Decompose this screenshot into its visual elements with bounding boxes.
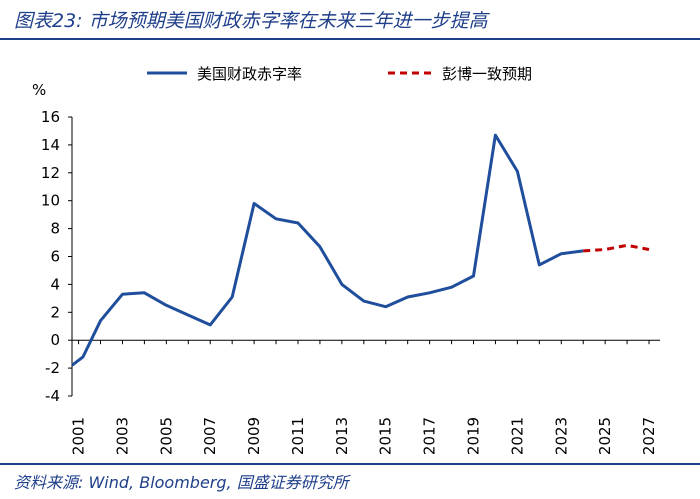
y-tick-label: 0 (50, 331, 60, 349)
x-tick-label: 2001 (70, 417, 88, 455)
x-tick-label: 2009 (245, 417, 263, 455)
x-tick-label: 2025 (596, 417, 614, 455)
y-tick-label: 8 (50, 220, 60, 238)
x-tick-label: 2013 (333, 417, 351, 455)
y-tick-label: 16 (41, 108, 60, 126)
x-tick-label: 2019 (465, 417, 483, 455)
x-tick-label: 2017 (421, 417, 439, 455)
y-tick-label: 2 (50, 303, 60, 321)
x-tick-label: 2015 (377, 417, 395, 455)
x-tick-label: 2005 (157, 417, 175, 455)
x-tick-label: 2007 (201, 417, 219, 455)
y-axis-unit-label: % (32, 81, 46, 99)
source-divider (0, 463, 700, 465)
y-tick-label: 4 (50, 275, 60, 293)
legend-label-0: 美国财政赤字率 (197, 65, 302, 83)
series-line-1 (583, 243, 650, 253)
y-tick-label: 14 (41, 136, 60, 154)
x-tick-label: 2011 (289, 417, 307, 455)
x-tick-label: 2021 (508, 417, 526, 455)
y-tick-label: -2 (45, 359, 60, 377)
y-tick-label: 12 (41, 164, 60, 182)
y-tick-label: -4 (45, 387, 60, 405)
chart-title: 图表23: 市场预期美国财政赤字率在未来三年进一步提高 (14, 10, 488, 32)
y-tick-label: 10 (41, 192, 60, 210)
series-line-0 (71, 133, 584, 367)
source-note: 资料来源: Wind, Bloomberg, 国盛证券研究所 (14, 473, 349, 492)
x-tick-label: 2003 (113, 417, 131, 455)
legend-label-1: 彭博一致预期 (442, 65, 532, 83)
title-divider (0, 38, 700, 40)
x-tick-label: 2027 (640, 417, 658, 455)
x-tick-label: 2023 (552, 417, 570, 455)
y-tick-label: 6 (50, 248, 60, 266)
